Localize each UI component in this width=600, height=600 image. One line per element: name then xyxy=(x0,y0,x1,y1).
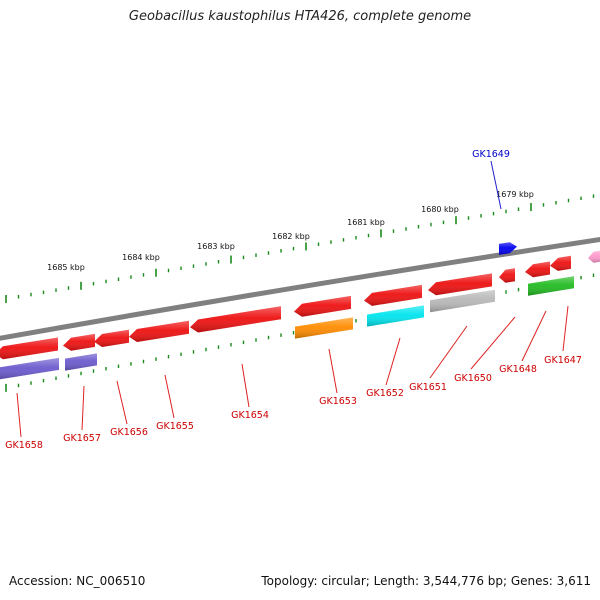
gene-arrow-gk1653[interactable] xyxy=(294,295,351,317)
gene-label-gk1651[interactable]: GK1651 xyxy=(409,382,447,393)
leader-line xyxy=(241,363,250,408)
scale-label: 1682 kbp xyxy=(272,232,310,241)
scale-label: 1684 kbp xyxy=(122,253,160,262)
gene-arrow-gk1658[interactable] xyxy=(0,337,58,360)
feature-block[interactable] xyxy=(295,317,353,339)
gene-label-gk1647[interactable]: GK1647 xyxy=(544,355,582,366)
feature-block[interactable] xyxy=(65,353,97,371)
leader-line xyxy=(470,316,516,370)
gene-label-gk1652[interactable]: GK1652 xyxy=(366,388,404,399)
feature-block[interactable] xyxy=(0,357,59,380)
gene-arrow-gk1654[interactable] xyxy=(190,306,281,333)
gene-label-gk1654[interactable]: GK1654 xyxy=(231,410,269,421)
gene-arrow-gk1657[interactable] xyxy=(63,333,95,351)
gene-arrow-gk1650[interactable] xyxy=(499,268,515,283)
gene-arrow-gk1656[interactable] xyxy=(94,329,129,347)
leader-line xyxy=(521,310,547,362)
scale-labels: 1679 kbp 1680 kbp 1681 kbp 1682 kbp 1683 kbp… xyxy=(47,190,534,272)
gene-arrow-gk1651[interactable] xyxy=(428,273,492,296)
label-leaders xyxy=(16,160,569,438)
gene-labels: GK1649 GK1647 GK1648 GK1650 GK1651 GK1652 GK16… xyxy=(5,149,582,451)
feature-block[interactable] xyxy=(367,305,424,327)
gene-label-gk1653[interactable]: GK1653 xyxy=(319,396,357,407)
leader-line xyxy=(429,325,468,379)
gene-label-gk1649[interactable]: GK1649 xyxy=(472,149,510,160)
feature-block[interactable] xyxy=(588,250,600,263)
gene-label-gk1657[interactable]: GK1657 xyxy=(63,433,101,444)
scale-label: 1680 kbp xyxy=(421,205,459,214)
gene-label-gk1650[interactable]: GK1650 xyxy=(454,373,492,384)
leader-line xyxy=(385,337,401,386)
leader-line xyxy=(562,305,569,352)
accession-label: Accession: NC_006510 xyxy=(9,574,146,588)
outer-scale-ticks xyxy=(5,194,595,303)
feature-block[interactable] xyxy=(430,289,495,313)
gene-label-gk1658[interactable]: GK1658 xyxy=(5,440,43,451)
gene-arrow-gk1655[interactable] xyxy=(129,320,189,342)
gene-label-gk1656[interactable]: GK1656 xyxy=(110,427,148,438)
genome-backbone xyxy=(0,236,600,341)
scale-label: 1679 kbp xyxy=(496,190,534,199)
gene-label-gk1655[interactable]: GK1655 xyxy=(156,421,194,432)
leader-line xyxy=(164,374,175,419)
topology-label: Topology: circular; Length: 3,544,776 bp… xyxy=(261,574,591,588)
gene-arrow-gk1649[interactable] xyxy=(499,242,517,255)
scale-label: 1685 kbp xyxy=(47,263,85,272)
scale-label: 1681 kbp xyxy=(347,218,385,227)
leader-line xyxy=(16,392,22,438)
gene-label-gk1648[interactable]: GK1648 xyxy=(499,364,537,375)
feature-block[interactable] xyxy=(528,276,574,296)
gene-arrow-gk1652[interactable] xyxy=(364,284,422,306)
leader-line xyxy=(328,348,338,394)
leader-line xyxy=(490,160,502,210)
leader-line xyxy=(81,385,85,431)
feature-block[interactable] xyxy=(550,255,571,271)
gene-arrow-gk1648[interactable] xyxy=(525,261,550,278)
leader-line xyxy=(116,380,128,425)
gene-features xyxy=(0,242,600,380)
scale-label: 1683 kbp xyxy=(197,242,235,251)
page-title: Geobacillus kaustophilus HTA426, complet… xyxy=(128,9,472,24)
